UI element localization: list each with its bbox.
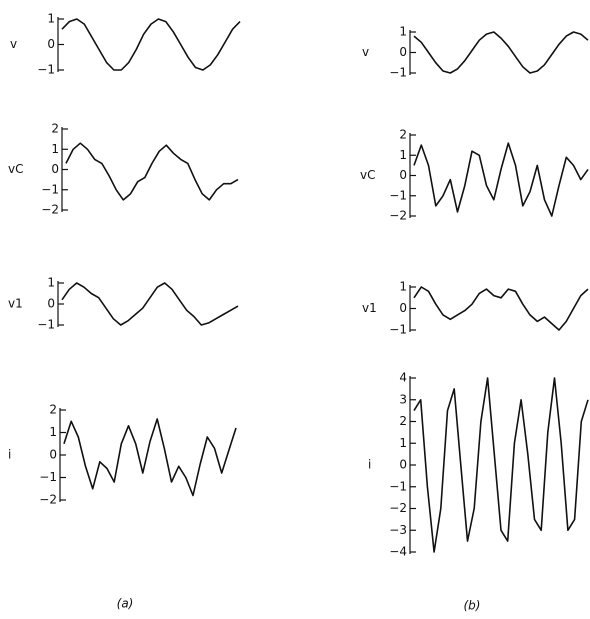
y-tick-label: 1: [399, 436, 407, 450]
waveform: [61, 18, 241, 71]
y-axis-label: v: [10, 37, 17, 51]
y-tick-label: 1: [399, 25, 407, 39]
y-tick-label: −1: [37, 63, 55, 77]
caption: (b): [464, 599, 481, 613]
waveform: [413, 142, 589, 217]
y-tick-label: 0: [47, 297, 55, 311]
y-tick-label: 1: [399, 148, 407, 162]
caption: (a): [117, 597, 134, 611]
y-tick-label: 3: [399, 392, 407, 406]
y-tick-label: −1: [389, 479, 407, 493]
y-tick-label: 2: [399, 414, 407, 428]
waveform: [63, 418, 237, 497]
y-axis-label: v: [362, 45, 369, 59]
y-axis-label: vC: [8, 162, 23, 176]
y-tick-label: −2: [39, 493, 57, 507]
y-tick-label: −1: [37, 318, 55, 332]
y-tick-label: 0: [399, 301, 407, 315]
y-tick-label: −1: [389, 323, 407, 337]
y-tick-label: 1: [399, 280, 407, 294]
y-tick-label: 1: [51, 142, 59, 156]
y-tick-label: 4: [399, 371, 407, 385]
y-axis-label: vC: [360, 168, 375, 182]
waveform: [413, 377, 589, 553]
y-tick-label: 0: [399, 168, 407, 182]
y-axis-label: i: [368, 458, 371, 472]
waveform: [61, 282, 239, 326]
y-axis-label: v1: [362, 301, 377, 315]
y-tick-label: 2: [51, 122, 59, 136]
y-tick-label: 1: [47, 12, 55, 26]
y-tick-label: −1: [389, 66, 407, 80]
y-tick-label: 0: [399, 45, 407, 59]
y-tick-label: 0: [51, 162, 59, 176]
y-tick-label: 2: [49, 403, 57, 417]
y-tick-label: 0: [49, 448, 57, 462]
y-tick-label: 0: [47, 37, 55, 51]
waveform: [413, 286, 589, 331]
y-tick-label: −2: [389, 209, 407, 223]
y-tick-label: −1: [41, 182, 59, 196]
y-tick-label: −1: [389, 188, 407, 202]
y-tick-label: 2: [399, 128, 407, 142]
y-tick-label: −3: [389, 523, 407, 537]
y-tick-label: −4: [389, 545, 407, 559]
y-tick-label: 1: [47, 276, 55, 290]
y-axis-label: v1: [8, 297, 23, 311]
y-tick-label: −2: [389, 501, 407, 515]
y-tick-label: −1: [39, 470, 57, 484]
waveform: [65, 142, 239, 201]
waveform: [413, 31, 589, 74]
y-axis-label: i: [8, 448, 11, 462]
y-tick-label: 1: [49, 425, 57, 439]
y-tick-label: 0: [399, 458, 407, 472]
y-tick-label: −2: [41, 203, 59, 217]
